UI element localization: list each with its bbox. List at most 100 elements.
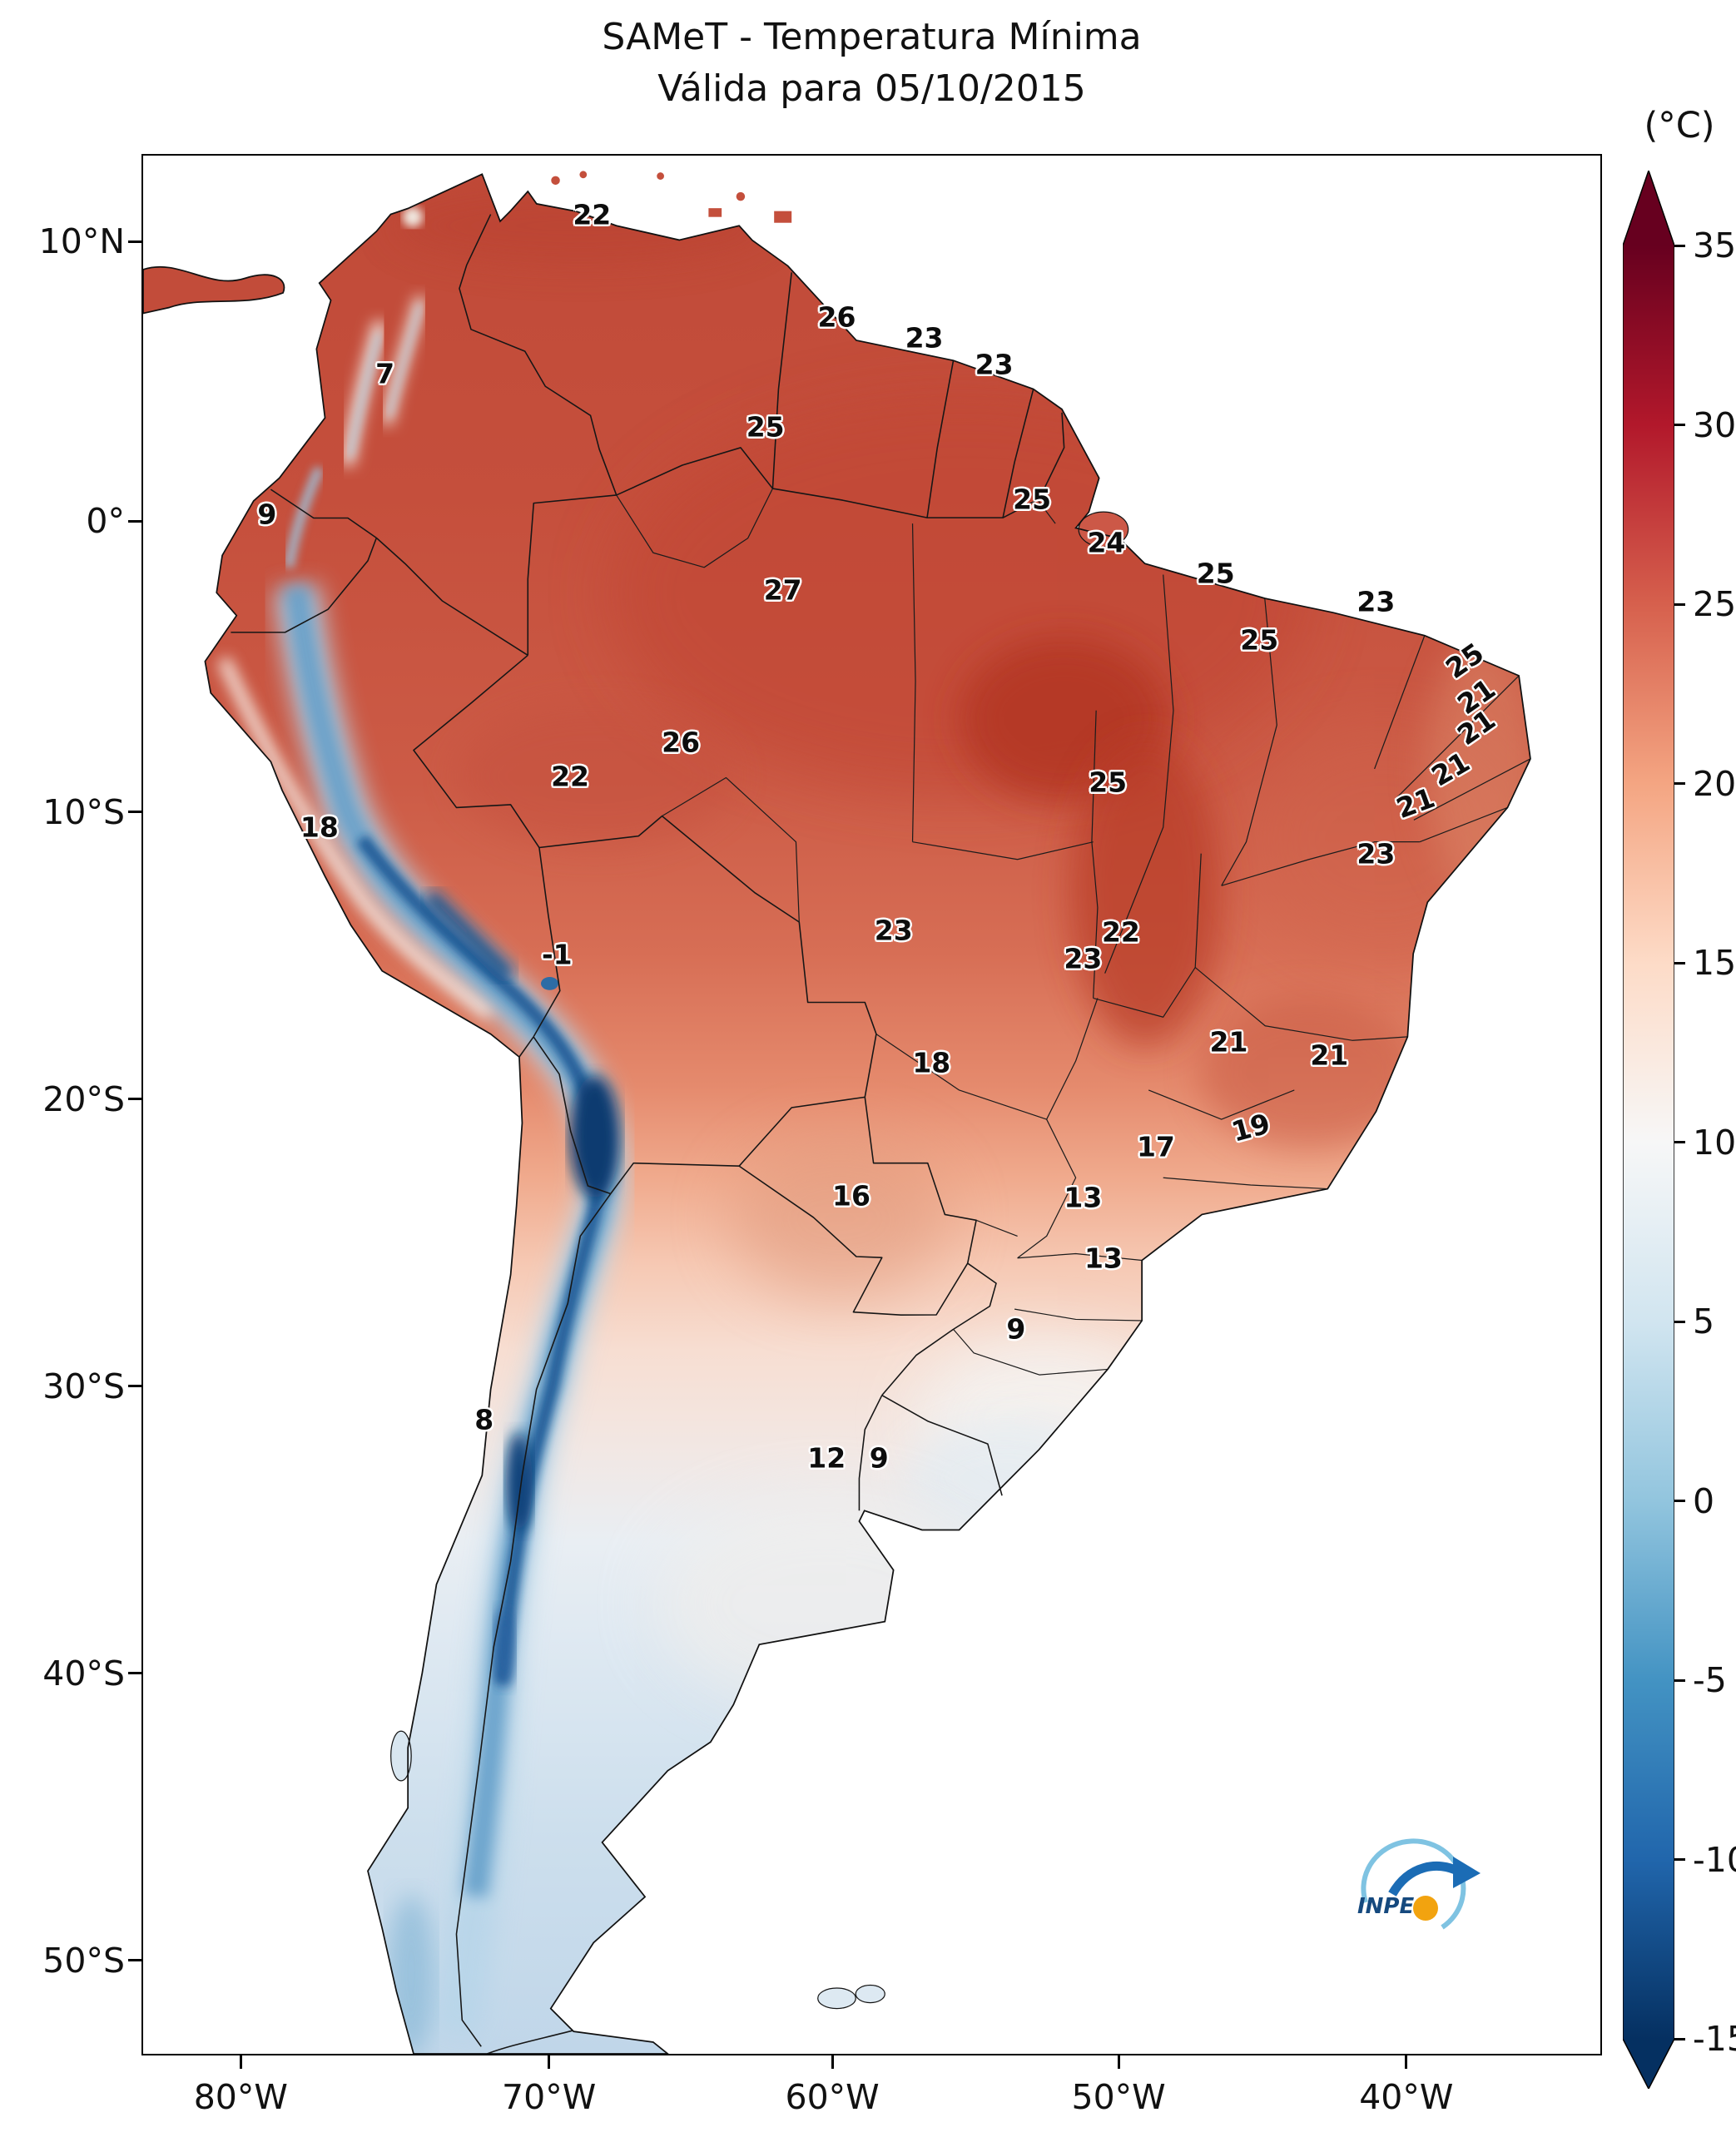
temperature-label: 21	[1310, 1039, 1349, 1072]
temperature-label: 23	[1357, 837, 1396, 870]
colorbar-tick-label: 20	[1693, 763, 1736, 804]
santa-marta-peak	[402, 206, 424, 227]
lat-tick-label: 0°	[86, 501, 125, 541]
temperature-label: 18	[912, 1046, 951, 1079]
inpe-arrowhead	[1453, 1856, 1481, 1888]
colorbar-tick-mark	[1674, 1500, 1685, 1502]
colorbar-tick-label: 25	[1693, 584, 1736, 624]
lat-tick-label: 40°S	[42, 1653, 125, 1693]
temperature-label: 25	[1240, 623, 1279, 657]
lon-tick-mark	[548, 2055, 551, 2069]
temperature-label: 8	[474, 1403, 494, 1436]
colorbar-tick-label: 15	[1693, 943, 1736, 983]
temperature-label: 17	[1136, 1130, 1175, 1163]
temperature-label: 13	[1064, 1181, 1103, 1214]
lat-tick-label: 30°S	[42, 1366, 125, 1406]
temperature-label: 23	[975, 348, 1014, 381]
colorbar-gradient-bar	[1623, 171, 1674, 2089]
temperature-label: 22	[1101, 915, 1140, 949]
lon-tick-label: 60°W	[785, 2077, 880, 2117]
inpe-sun-dot	[1413, 1895, 1439, 1921]
colorbar-tick-mark	[1674, 602, 1685, 606]
colorbar-tick-mark	[1674, 1141, 1685, 1143]
lat-tick-mark	[128, 1385, 141, 1388]
temperature-label: 13	[1084, 1242, 1123, 1275]
falkland-east-island	[855, 1984, 885, 2004]
colorbar-tick-label: 0	[1693, 1480, 1715, 1521]
colorbar-tick-label: -5	[1693, 1660, 1727, 1700]
temperature-label: 26	[817, 300, 856, 334]
colorbar-tick-label: 35	[1693, 226, 1736, 265]
colorbar	[1623, 171, 1674, 2089]
temperature-label: 9	[257, 498, 277, 531]
lake-titicaca	[541, 976, 559, 990]
inpe-swirl	[1361, 1838, 1466, 1930]
map-subtitle: Válida para 05/10/2015	[657, 67, 1086, 110]
map-area: INPE 22 26 23 23 7 25 25 24 9 25 27 23 25 25 21 21 26 22 2…	[141, 154, 1602, 2055]
temperature-label: 18	[300, 811, 339, 844]
lat-tick-mark	[128, 1098, 141, 1101]
lat-tick-mark	[128, 519, 141, 523]
lon-tick-label: 50°W	[1071, 2077, 1166, 2117]
lat-tick-label: 10°S	[42, 791, 125, 832]
temperature-label: 25	[1196, 557, 1235, 590]
south-america-temperature-map	[143, 171, 1531, 2054]
temperature-label: 9	[869, 1441, 889, 1475]
trinidad-island	[774, 211, 792, 223]
page-title: SAMeT - Temperatura Mínima Válida para 0…	[141, 12, 1602, 115]
temperature-label: 25	[1089, 766, 1128, 799]
colorbar-tick-label: 10	[1693, 1122, 1736, 1163]
colorbar-tick-mark	[1674, 244, 1685, 247]
margarita-island	[708, 208, 722, 217]
temperature-label: 25	[746, 410, 785, 444]
panama-landstrip	[143, 266, 285, 314]
colorbar-tick-mark	[1674, 2037, 1685, 2040]
colorbar-tick-label: 5	[1693, 1302, 1715, 1341]
lat-tick-mark	[128, 240, 141, 243]
temperature-label: 24	[1087, 526, 1126, 559]
temperature-label: 27	[763, 573, 802, 607]
falkland-west-island	[817, 1987, 856, 2010]
state-borders	[616, 488, 1531, 1376]
lat-tick-mark	[128, 1672, 141, 1675]
lon-tick-mark	[239, 2055, 242, 2069]
colorbar-tick-label: -15	[1693, 2019, 1736, 2059]
temperature-label: 22	[573, 198, 612, 231]
inpe-wordmark: INPE	[1357, 1894, 1414, 1919]
lon-tick-label: 70°W	[502, 2077, 597, 2117]
lon-tick-label: 80°W	[193, 2077, 288, 2117]
lon-tick-mark	[1117, 2055, 1120, 2069]
temperature-label: -1	[541, 938, 573, 971]
temperature-label: 26	[662, 726, 701, 759]
colorbar-tick-mark	[1674, 782, 1685, 785]
colorbar-tick-mark	[1674, 424, 1685, 426]
colorbar-tick-mark	[1674, 1320, 1685, 1323]
inpe-arrow	[1388, 1861, 1461, 1897]
temperature-field	[217, 187, 1530, 2054]
colorbar-tick-mark	[1674, 1678, 1685, 1682]
colorbar-tick-label: -10	[1693, 1839, 1736, 1880]
temperature-label: 7	[375, 357, 395, 390]
lon-tick-mark	[1405, 2055, 1408, 2069]
colorbar-unit-label: (°C)	[1644, 105, 1715, 146]
temperature-label: 23	[874, 914, 913, 947]
inpe-logo: INPE	[1357, 1838, 1481, 1930]
temperature-label: 12	[807, 1441, 846, 1475]
temperature-label: 23	[1357, 585, 1396, 618]
lat-tick-mark	[128, 811, 141, 814]
chiloe-island	[390, 1730, 412, 1782]
temperature-label: 22	[551, 760, 589, 793]
temperature-label: 16	[832, 1179, 870, 1212]
lat-tick-label: 10°N	[38, 221, 125, 262]
colorbar-tick-mark	[1674, 961, 1685, 964]
lat-tick-mark	[128, 1959, 141, 1962]
lon-tick-label: 40°W	[1359, 2077, 1454, 2117]
colorbar-tick-label: 30	[1693, 404, 1736, 445]
colorbar-tick-mark	[1674, 1858, 1685, 1861]
lat-tick-label: 50°S	[42, 1940, 125, 1981]
colombia-cordillera-strips	[284, 295, 428, 568]
temperature-label: 25	[1013, 483, 1052, 516]
lat-tick-label: 20°S	[42, 1078, 125, 1119]
temperature-label: 9	[1006, 1312, 1026, 1346]
